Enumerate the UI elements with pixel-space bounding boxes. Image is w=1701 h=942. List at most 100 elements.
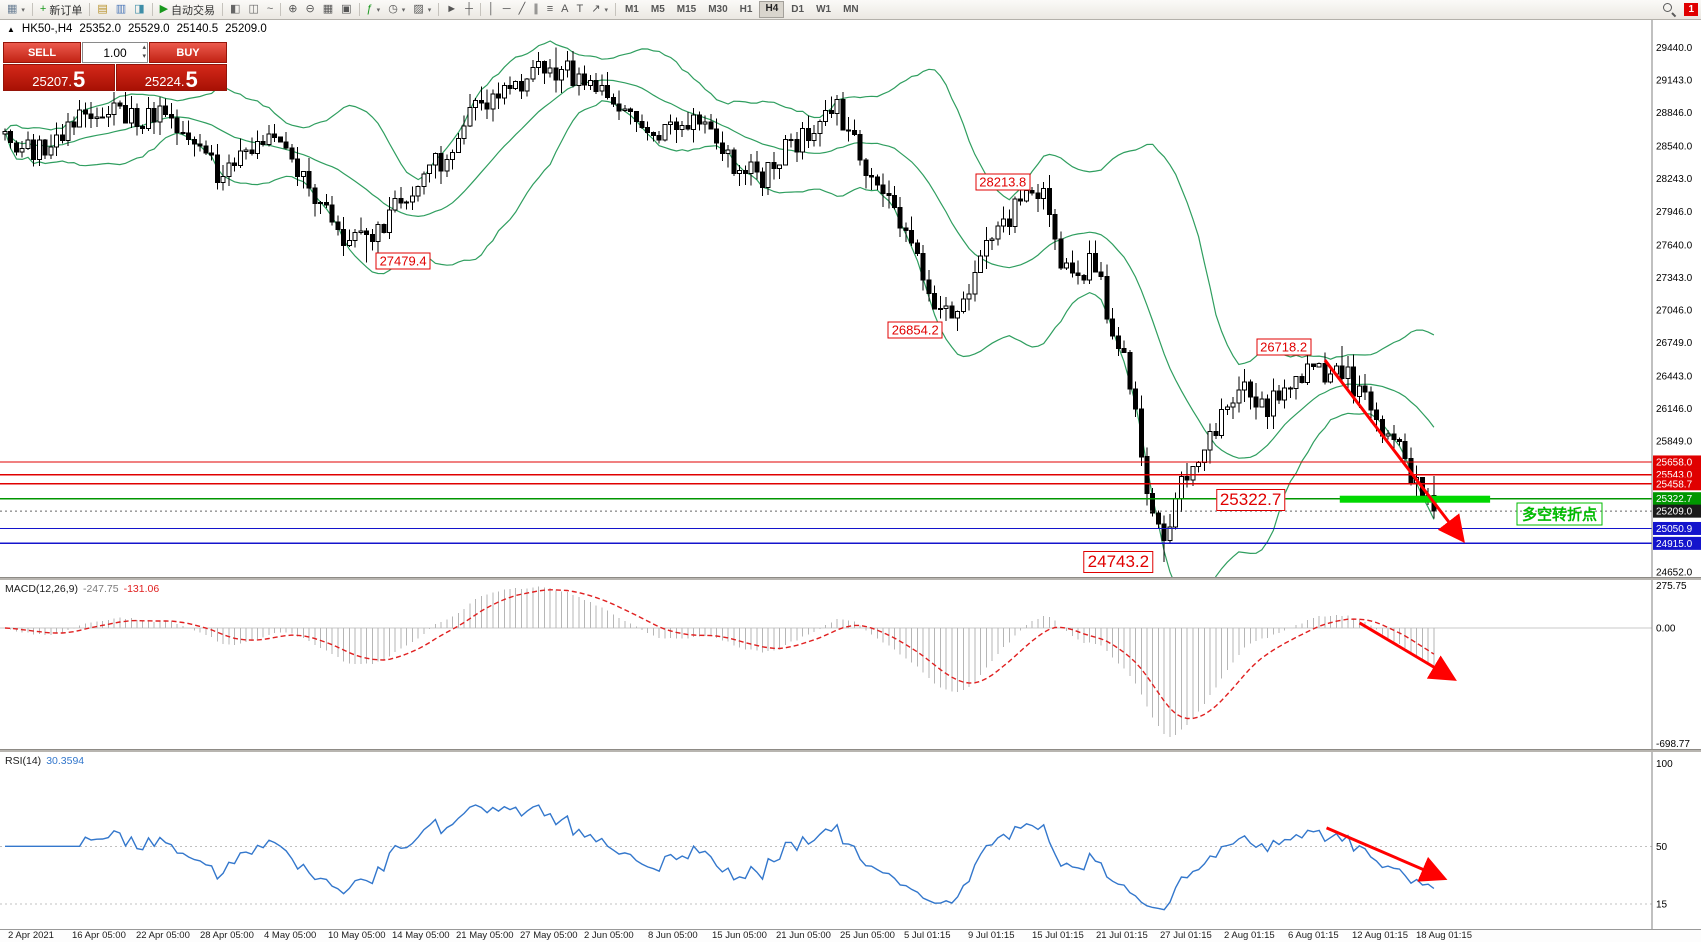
tile-windows-icon: ▦	[322, 3, 334, 15]
toolbar-separator	[151, 3, 153, 16]
dropdown-caret-icon: ▾	[376, 6, 381, 14]
timeframe-m5[interactable]: M5	[650, 4, 665, 15]
buy-price[interactable]: 25224. 5	[115, 64, 227, 91]
timeframe-h1[interactable]: H1	[739, 4, 753, 15]
price-axis-tag-label: 25458.7	[1656, 479, 1693, 490]
macd-histogram	[10, 586, 1435, 738]
trend-arrow-rsi[interactable]	[1325, 826, 1448, 882]
cursor-button[interactable]: ►	[442, 1, 461, 18]
price-axis-tag-label: 25322.7	[1656, 494, 1693, 505]
data-window-icon: ▥	[115, 3, 127, 15]
chart-symbol-period: HK50-,H4	[21, 23, 73, 35]
cascade-windows-button[interactable]: ▣	[337, 1, 355, 18]
panel-separator[interactable]	[0, 577, 1701, 580]
timeframe-w1[interactable]: W1	[816, 4, 832, 15]
indicators-button[interactable]: ƒ ▾	[363, 1, 385, 18]
periods-button[interactable]: ◷ ▾	[384, 1, 409, 18]
data-window-button[interactable]: ▥	[112, 1, 130, 18]
zoom-in-icon: ⊕	[288, 3, 298, 15]
trendline-button[interactable]: ╱	[515, 1, 530, 18]
price-annotation[interactable]: 28213.8	[975, 173, 1031, 191]
price-annotation[interactable]: 25322.7	[1215, 488, 1286, 511]
toolbar-buttons: ▦ ▾ + 新订单 ▤ ▥ ◨ ▶ 自动交易 ◧ ◫ ~ ⊕ ⊖ ▦ ▣ ƒ ▾ ◷ ▾ ▨ ▾ ► ┼ │ ─ ╱ ∥ ≡ A T ↗ ▾ M1…	[0, 0, 1701, 19]
vertical-line-icon: │	[487, 3, 495, 15]
time-axis-label: 2 Apr 2021	[8, 930, 54, 941]
chart-high-value: 25529.0	[128, 23, 170, 35]
turning-point-note[interactable]: 多空转折点	[1516, 502, 1602, 526]
text-button[interactable]: A	[557, 1, 572, 18]
price-axis-tag	[1653, 521, 1701, 535]
horizontal-line-icon: ─	[502, 3, 511, 15]
channel-button[interactable]: ∥	[529, 1, 543, 18]
oneclick-trade-panel: SELL 1.00 ▴ ▾ BUY 25207. 5 25224. 5	[3, 42, 227, 91]
price-axis-label: 29143.0	[1656, 76, 1693, 87]
price-axis-label: 28846.0	[1656, 108, 1693, 119]
timeframe-m1[interactable]: M1	[624, 4, 639, 15]
tile-windows-button[interactable]: ▦	[319, 1, 337, 18]
sell-button[interactable]: SELL	[3, 42, 81, 63]
rsi-line	[5, 804, 1435, 911]
time-axis-label: 6 Aug 01:15	[1288, 930, 1339, 941]
arrows-tool-button[interactable]: ↗ ▾	[587, 1, 612, 18]
new-order-button[interactable]: + 新订单	[36, 1, 86, 18]
bar-chart-button[interactable]: ◧	[226, 1, 244, 18]
search-icon[interactable]	[1662, 2, 1676, 16]
sell-price[interactable]: 25207. 5	[3, 64, 115, 91]
macd-label: MACD(12,26,9) -247.75 -131.06	[5, 583, 159, 595]
market-watch-button[interactable]: ▤	[93, 1, 111, 18]
notification-badge[interactable]: 1	[1684, 2, 1698, 16]
templates-button[interactable]: ▨ ▾	[409, 1, 435, 18]
zoom-in-button[interactable]: ⊕	[284, 1, 301, 18]
panel-separator[interactable]	[0, 749, 1701, 752]
price-axis-label: 26749.0	[1656, 338, 1693, 349]
macd-axis-label: 0.00	[1656, 624, 1676, 635]
autotrading-button[interactable]: ▶ 自动交易	[156, 1, 219, 18]
timeframe-m30[interactable]: M30	[708, 4, 728, 15]
zoom-out-button[interactable]: ⊖	[302, 1, 319, 18]
fibonacci-icon: ≡	[546, 3, 554, 15]
trend-highlight-bar[interactable]	[1339, 495, 1491, 503]
buy-button[interactable]: BUY	[149, 42, 227, 63]
time-axis[interactable]: 2 Apr 2021 16 Apr 05:00 22 Apr 05:00 28 Apr…	[0, 929, 1701, 942]
timeframe-d1[interactable]: D1	[791, 4, 805, 15]
sell-price-main: 25207.	[32, 74, 72, 89]
vertical-line-button[interactable]: │	[484, 1, 499, 18]
volume-down-icon[interactable]: ▾	[142, 53, 146, 60]
price-axis-tag-label: 24915.0	[1656, 539, 1693, 550]
fibonacci-button[interactable]: ≡	[543, 1, 557, 18]
channel-icon: ∥	[533, 3, 539, 15]
toolbar-separator	[358, 3, 360, 16]
candlestick-chart-button[interactable]: ◫	[244, 1, 262, 18]
time-axis-label: 14 May 05:00	[392, 930, 450, 941]
macd-canvas[interactable]: 275.75 0.00 -698.77	[0, 580, 1701, 749]
crosshair-button[interactable]: ┼	[461, 1, 477, 18]
new-chart-button[interactable]: ▦ ▾	[3, 1, 29, 18]
buy-price-main: 25224.	[144, 74, 185, 89]
macd-title: MACD(12,26,9)	[5, 583, 78, 595]
rsi-canvas[interactable]: 100 50 15	[0, 752, 1701, 929]
trend-arrow-macd[interactable]	[1358, 621, 1457, 681]
trend-arrow-main[interactable]	[1323, 359, 1465, 543]
volume-value[interactable]: 1.00	[103, 45, 127, 60]
volume-stepper[interactable]: 1.00 ▴ ▾	[82, 42, 148, 63]
timeframe-m15[interactable]: M15	[676, 4, 697, 15]
chart-overlays: 27479.4 26854.2 28213.8 26718.2 25322.7 24743…	[0, 19, 1701, 577]
price-annotation[interactable]: 27479.4	[375, 252, 431, 270]
toolbar-separator	[222, 3, 224, 16]
navigator-button[interactable]: ◨	[130, 1, 148, 18]
price-annotation[interactable]: 26854.2	[887, 321, 943, 339]
timeframe-h4[interactable]: H4	[759, 1, 785, 18]
line-chart-button[interactable]: ~	[263, 1, 277, 18]
volume-up-icon[interactable]: ▴	[142, 44, 146, 51]
oneclick-collapse-icon[interactable]: ▲	[7, 24, 15, 34]
label-button[interactable]: T	[572, 1, 587, 18]
rsi-axis-label: 15	[1656, 900, 1668, 911]
price-level-lines[interactable]	[0, 461, 1652, 545]
horizontal-line-button[interactable]: ─	[499, 1, 515, 18]
main-chart-canvas[interactable]: 29440.0 29143.0 28846.0 28540.0 28243.0 27946…	[0, 19, 1701, 577]
price-annotation[interactable]: 24743.2	[1083, 550, 1154, 573]
price-axis-tag	[1653, 492, 1701, 506]
price-annotation[interactable]: 26718.2	[1256, 338, 1312, 356]
timeframe-mn[interactable]: MN	[843, 4, 859, 15]
time-axis-label: 18 Aug 01:15	[1416, 930, 1472, 941]
